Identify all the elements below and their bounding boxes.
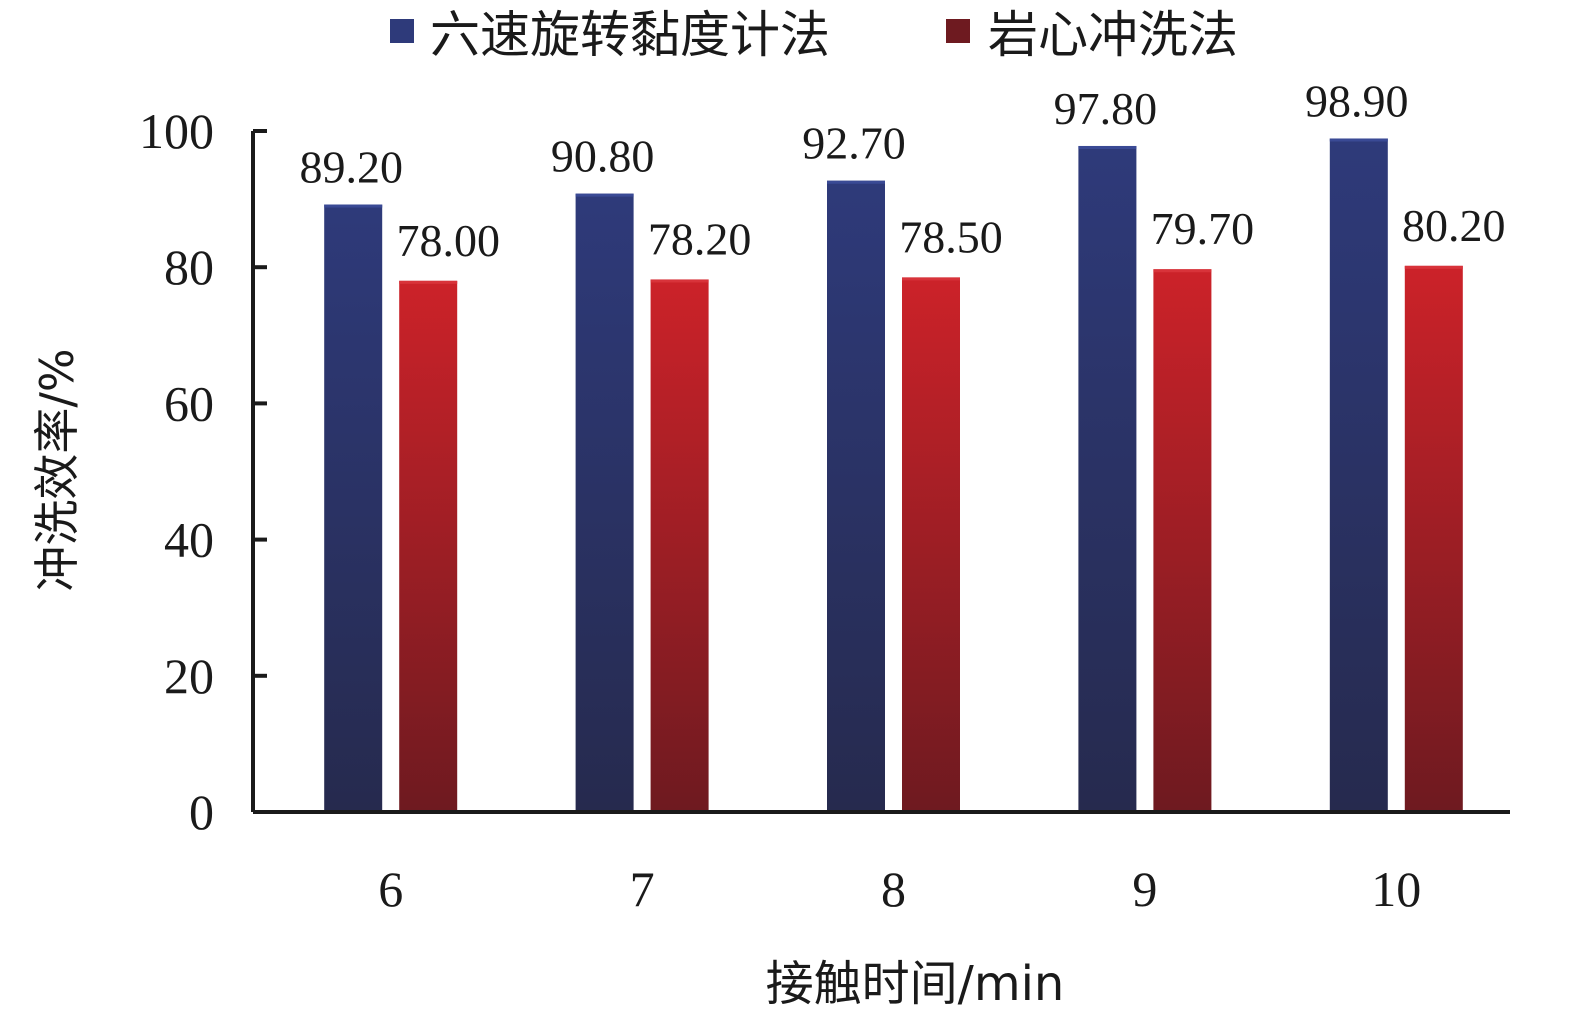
bars (324, 138, 1463, 813)
bar-top-edge (1404, 265, 1463, 269)
data-label-series-2: 78.00 (396, 215, 500, 266)
legend-swatch-series-1 (390, 19, 414, 43)
y-tick-label: 0 (189, 784, 214, 840)
data-label-series-1: 98.90 (1305, 75, 1409, 126)
data-label-series-1: 97.80 (1054, 83, 1158, 134)
bar-series-1-cat-8 (827, 180, 885, 812)
y-axis-title: 冲洗效率/% (30, 348, 84, 591)
bar-series-2-cat-9 (1153, 269, 1212, 812)
x-tick-label: 6 (378, 861, 403, 917)
y-tick-label: 100 (139, 103, 214, 159)
bar-top-edge (324, 204, 383, 208)
bar-series-1-cat-6 (324, 204, 383, 813)
x-tick-label: 9 (1132, 861, 1157, 917)
bar-series-1-cat-7 (575, 193, 634, 813)
x-tick-label: 7 (630, 861, 655, 917)
bar-top-edge (575, 193, 634, 197)
y-tick-label: 40 (164, 512, 214, 568)
bar-top-edge (1153, 269, 1212, 273)
data-label-series-1: 90.80 (551, 131, 655, 182)
bar-top-edge (650, 279, 709, 283)
data-label-series-1: 92.70 (802, 118, 906, 169)
bar-top-edge (827, 180, 885, 184)
bar-top-edge (902, 277, 960, 281)
y-tick-label: 60 (164, 375, 214, 431)
legend-label-series-2: 岩心冲洗法 (988, 6, 1238, 64)
bar-series-2-cat-8 (902, 277, 960, 812)
legend: 六速旋转黏度计法 岩心冲洗法 (390, 6, 1238, 64)
data-label-series-2: 80.20 (1402, 200, 1506, 251)
bar-series-2-cat-7 (650, 279, 709, 812)
bar-series-1-cat-10 (1329, 138, 1388, 813)
x-tick-label: 10 (1371, 861, 1421, 917)
bar-top-edge (1329, 138, 1388, 142)
y-axis-ticks: 0 20 40 60 80 100 (139, 103, 267, 840)
data-label-series-2: 78.20 (648, 213, 752, 264)
y-tick-label: 80 (164, 239, 214, 295)
data-label-series-1: 89.20 (299, 142, 403, 193)
x-axis-ticks: 6 7 8 9 10 (378, 861, 1421, 917)
legend-label-series-1: 六速旋转黏度计法 (430, 6, 830, 64)
x-tick-label: 8 (881, 861, 906, 917)
bar-top-edge (399, 280, 458, 284)
bar-labels: 89.20 78.00 90.80 78.20 92.70 78.50 97.80 79.70… (299, 75, 1505, 265)
bar-top-edge (1078, 145, 1137, 149)
data-label-series-2: 79.70 (1151, 203, 1255, 254)
x-axis-title: 接触时间/min (766, 956, 1065, 1012)
bar-series-2-cat-6 (399, 280, 458, 812)
bar-series-1-cat-9 (1078, 145, 1137, 812)
data-label-series-2: 78.50 (899, 211, 1003, 262)
legend-swatch-series-2 (946, 19, 970, 43)
y-tick-label: 20 (164, 648, 214, 704)
bar-series-2-cat-10 (1404, 265, 1463, 812)
